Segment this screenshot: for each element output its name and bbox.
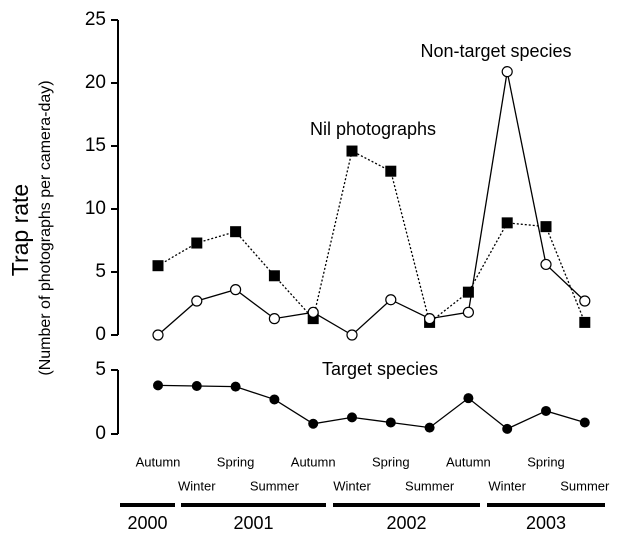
- marker: [501, 217, 513, 229]
- y-axis-title: Trap rate: [7, 184, 33, 276]
- x-tick-label: Winter: [178, 478, 216, 493]
- year-label: 2003: [526, 513, 566, 533]
- series-line: [157, 384, 585, 430]
- marker: [579, 417, 590, 428]
- marker: [152, 329, 164, 341]
- marker: [385, 165, 397, 177]
- marker: [347, 412, 357, 423]
- x-tick-label: Spring: [217, 454, 255, 469]
- marker: [540, 221, 552, 233]
- marker: [346, 329, 358, 341]
- x-tick-label: Summer: [405, 478, 455, 493]
- series-label: Nil photographs: [310, 119, 436, 139]
- year-label: 2001: [233, 513, 273, 533]
- marker: [268, 270, 280, 282]
- marker: [230, 381, 241, 392]
- marker: [385, 417, 396, 428]
- y-axis-subtitle: (Number of photographs per camera-day): [37, 80, 54, 375]
- marker: [308, 418, 319, 429]
- y-tick-label: 20: [85, 72, 106, 93]
- marker: [424, 422, 435, 433]
- y-tick-label: 0: [95, 423, 106, 444]
- x-tick-label: Summer: [560, 478, 610, 493]
- x-tick-label: Autumn: [136, 454, 181, 469]
- year-label: 2002: [386, 513, 426, 533]
- series-line: [157, 71, 586, 336]
- marker: [579, 295, 591, 307]
- y-tick-label: 5: [95, 261, 106, 282]
- marker: [462, 306, 474, 318]
- marker: [501, 66, 513, 78]
- marker: [152, 260, 164, 272]
- marker: [541, 405, 551, 416]
- y-tick-label: 5: [95, 359, 106, 380]
- marker: [191, 237, 203, 249]
- year-label: 2000: [127, 513, 167, 533]
- y-tick-label: 15: [85, 135, 106, 156]
- marker: [502, 423, 513, 434]
- series-label: Non-target species: [420, 41, 571, 61]
- marker: [424, 313, 436, 325]
- marker: [230, 284, 242, 296]
- marker: [269, 394, 280, 405]
- marker: [307, 313, 319, 325]
- x-tick-label: Summer: [250, 478, 300, 493]
- series-label: Target species: [322, 359, 438, 379]
- marker: [191, 381, 202, 391]
- y-tick-label: 25: [85, 9, 106, 30]
- marker: [268, 313, 280, 325]
- marker: [385, 294, 397, 306]
- marker: [191, 295, 203, 307]
- marker: [540, 258, 552, 271]
- marker: [307, 306, 319, 318]
- y-tick-label: 10: [85, 198, 106, 219]
- x-tick-label: Winter: [488, 478, 526, 493]
- marker: [153, 380, 163, 391]
- x-tick-label: Autumn: [446, 454, 491, 469]
- marker: [579, 316, 591, 328]
- marker: [346, 145, 358, 157]
- x-tick-label: Winter: [333, 478, 371, 493]
- marker: [462, 286, 474, 298]
- series-line: [157, 150, 586, 324]
- marker: [463, 393, 474, 404]
- x-tick-label: Spring: [527, 454, 565, 469]
- x-tick-label: Spring: [372, 454, 410, 469]
- x-tick-label: Autumn: [291, 454, 336, 469]
- y-tick-label: 0: [95, 324, 106, 345]
- marker: [230, 226, 242, 238]
